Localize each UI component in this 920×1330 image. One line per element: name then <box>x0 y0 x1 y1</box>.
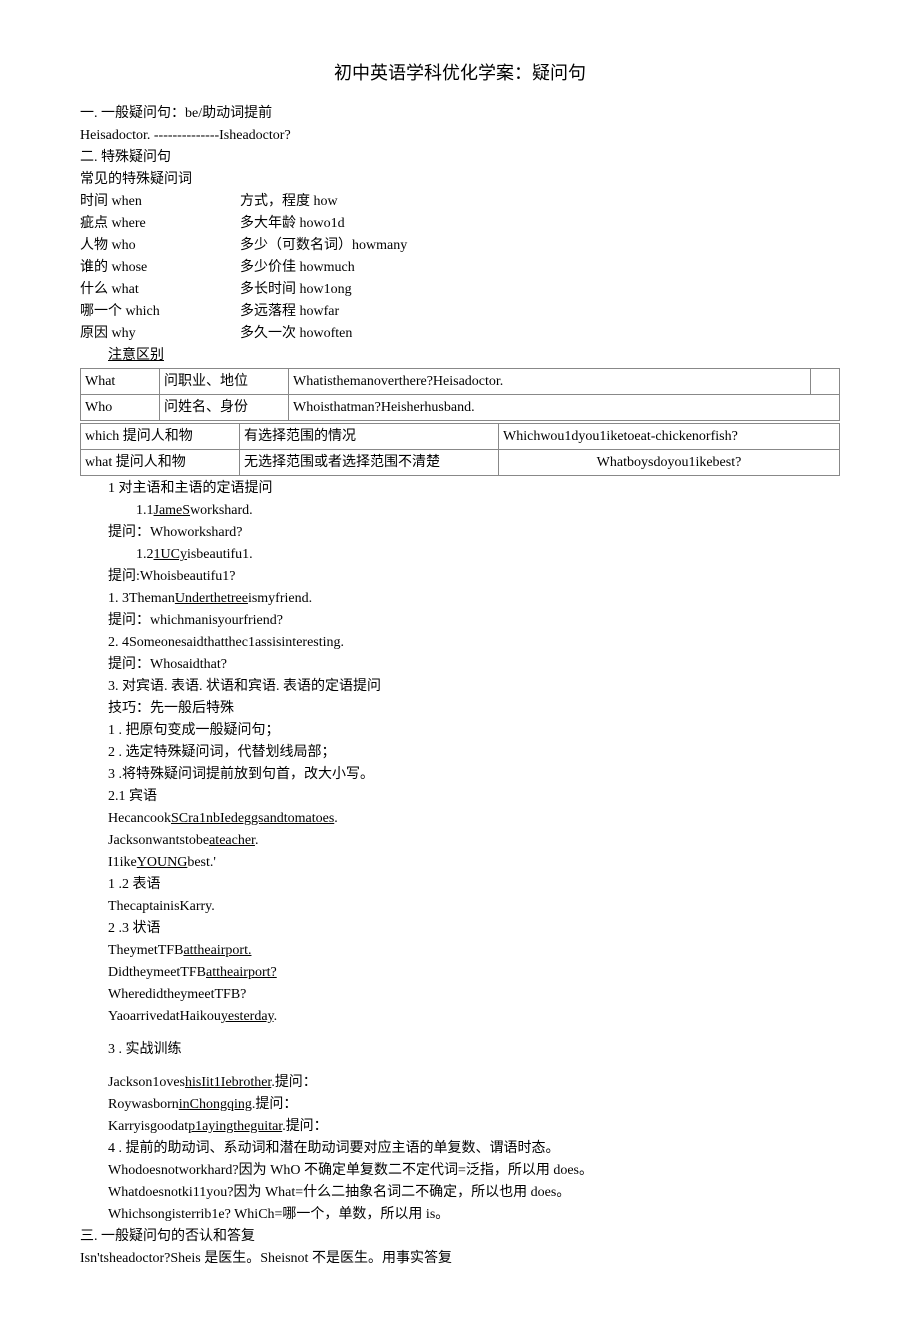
text: 1. 3ThemanUnderthetreeismyfriend. <box>80 588 840 609</box>
text: Jackson1oveshisIit1Iebrother.提问： <box>80 1072 840 1093</box>
cell: Whichwou1dyou1iketoeat-chickenorfish? <box>503 429 738 444</box>
text: 3 .将特殊疑问词提前放到句首，改大小写。 <box>80 764 840 785</box>
text: 4 . 提前的助动词、系动词和潜在助动词要对应主语的单复数、谓语时态。 <box>80 1138 840 1159</box>
cell: what 提问人和物 <box>85 455 186 470</box>
text: 2. 4Someonesaidthatthec1assisinteresting… <box>80 632 840 653</box>
cell: 问姓名、身份 <box>164 400 248 415</box>
text: 提问：Whosaidthat? <box>80 654 840 675</box>
text: HecancookSCra1nbIedeggsandtomatoes. <box>80 808 840 829</box>
qword-row: 哪一个 which多远落程 howfar <box>80 301 840 322</box>
cell: What <box>85 374 115 389</box>
text: 1.21UCyisbeautifu1. <box>80 544 840 565</box>
question-words-list: 时间 when方式，程度 how疵点 where多大年龄 howo1d人物 wh… <box>80 191 840 344</box>
text: 2 .3 状语 <box>80 918 840 939</box>
text: Whodoesnotworkhard?因为 WhO 不确定单复数二不定代词=泛指… <box>80 1160 840 1181</box>
cell: which 提问人和物 <box>85 429 193 444</box>
text: 技巧：先一般后特殊 <box>80 698 840 719</box>
text: 3 . 实战训练 <box>80 1039 840 1060</box>
text: DidtheymeetTFBattheairport? <box>80 962 840 983</box>
cell: 无选择范围或者选择范围不清楚 <box>244 455 440 470</box>
text: I1ikeYOUNGbest.' <box>80 852 840 873</box>
cell: Who <box>85 400 112 415</box>
text: 提问：Whoworkshard? <box>80 522 840 543</box>
table-which-what: which 提问人和物 有选择范围的情况 Whichwou1dyou1iketo… <box>80 423 840 476</box>
qword-row: 人物 who多少（可数名词）howmany <box>80 235 840 256</box>
cell: Whoisthatman?Heisherhusband. <box>293 400 475 415</box>
qword-row: 什么 what多长时间 how1ong <box>80 279 840 300</box>
qword-row: 原因 why多久一次 howoften <box>80 323 840 344</box>
cell: 问职业、地位 <box>164 374 248 389</box>
section-1-example: Heisadoctor. --------------Isheadoctor? <box>80 125 840 146</box>
text: 1 . 把原句变成一般疑问句； <box>80 720 840 741</box>
text: TheymetTFBattheairport. <box>80 940 840 961</box>
section-3-heading: 三. 一般疑问句的否认和答复 <box>80 1226 840 1247</box>
text: RoywasborninChongqing.提问： <box>80 1094 840 1115</box>
text: Jacksonwantstobeateacher. <box>80 830 840 851</box>
text: Isn'tsheadoctor?Sheis 是医生。Sheisnot 不是医生。… <box>80 1248 840 1269</box>
cell: Whatboysdoyou1ikebest? <box>597 455 742 470</box>
section-2-sub: 常见的特殊疑问词 <box>80 169 840 190</box>
section-2-heading: 二. 特殊疑问句 <box>80 147 840 168</box>
table-what-who: What 问职业、地位 Whatisthemanoverthere?Heisad… <box>80 368 840 421</box>
text: YaoarrivedatHaikouyesterday. <box>80 1006 840 1027</box>
text: 2.1 宾语 <box>80 786 840 807</box>
text: 提问:Whoisbeautifu1? <box>80 566 840 587</box>
text: Whichsongisterrib1e? WhiCh=哪一个，单数，所以用 is… <box>80 1204 840 1225</box>
cell: 有选择范围的情况 <box>244 429 356 444</box>
section-1-heading: 一. 一般疑问句：be/助动词提前 <box>80 103 840 124</box>
text: 2 . 选定特殊疑问词，代替划线局部； <box>80 742 840 763</box>
text: 提问：whichmanisyourfriend? <box>80 610 840 631</box>
text: ThecaptainisKarry. <box>80 896 840 917</box>
text: 3. 对宾语. 表语. 状语和宾语. 表语的定语提问 <box>80 676 840 697</box>
qword-row: 时间 when方式，程度 how <box>80 191 840 212</box>
text: Whatdoesnotki11you?因为 What=什么二抽象名词二不确定，所… <box>80 1182 840 1203</box>
cell: Whatisthemanoverthere?Heisadoctor. <box>293 374 503 389</box>
page-title: 初中英语学科优化学案：疑问句 <box>80 60 840 87</box>
qword-row: 谁的 whose多少价佳 howmuch <box>80 257 840 278</box>
qword-row: 疵点 where多大年龄 howo1d <box>80 213 840 234</box>
note-label: 注意区别 <box>108 348 164 363</box>
text: Karryisgoodatp1ayingtheguitar.提问： <box>80 1116 840 1137</box>
text: WheredidtheymeetTFB? <box>80 984 840 1005</box>
text: 1 .2 表语 <box>80 874 840 895</box>
text: 1.1JameSworkshard. <box>80 500 840 521</box>
text: 1 对主语和主语的定语提问 <box>80 478 840 499</box>
